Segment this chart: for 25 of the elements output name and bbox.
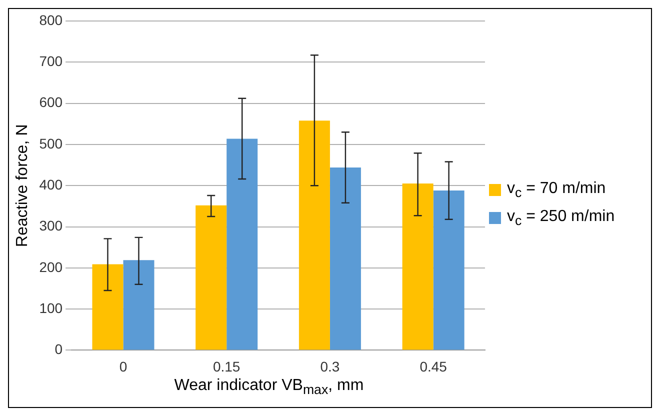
y-tick-label: 300 [39,218,63,234]
x-tick-label: 0.3 [320,358,340,374]
bar [330,167,361,350]
bar [298,120,330,350]
x-tick-label: 0.45 [420,358,448,374]
x-axis-title: Wear indicator VB$_{max}$, mm [173,377,365,398]
bar [123,260,154,350]
bar [402,184,434,350]
y-tick-label: 0 [54,341,63,358]
x-tick-label: 0.15 [212,358,240,374]
y-tick-label: 400 [39,176,63,192]
x-tick-label: 0 [119,358,128,374]
bar [433,190,464,350]
bar [196,205,227,350]
legend-label: v$_{c}$ = 250 m/min [507,208,615,228]
y-tick-label: 800 [39,12,63,28]
bar [226,138,258,350]
legend-label: v$_{c}$ = 70 m/min [507,180,606,200]
y-tick-label: 500 [39,135,63,152]
y-tick-label: 600 [39,94,63,110]
bar [92,264,124,350]
y-axis-title: Reactive force, N [14,124,32,247]
y-tick-label: 200 [39,258,63,275]
y-tick-label: 700 [39,53,63,70]
y-tick-label: 100 [39,300,63,316]
